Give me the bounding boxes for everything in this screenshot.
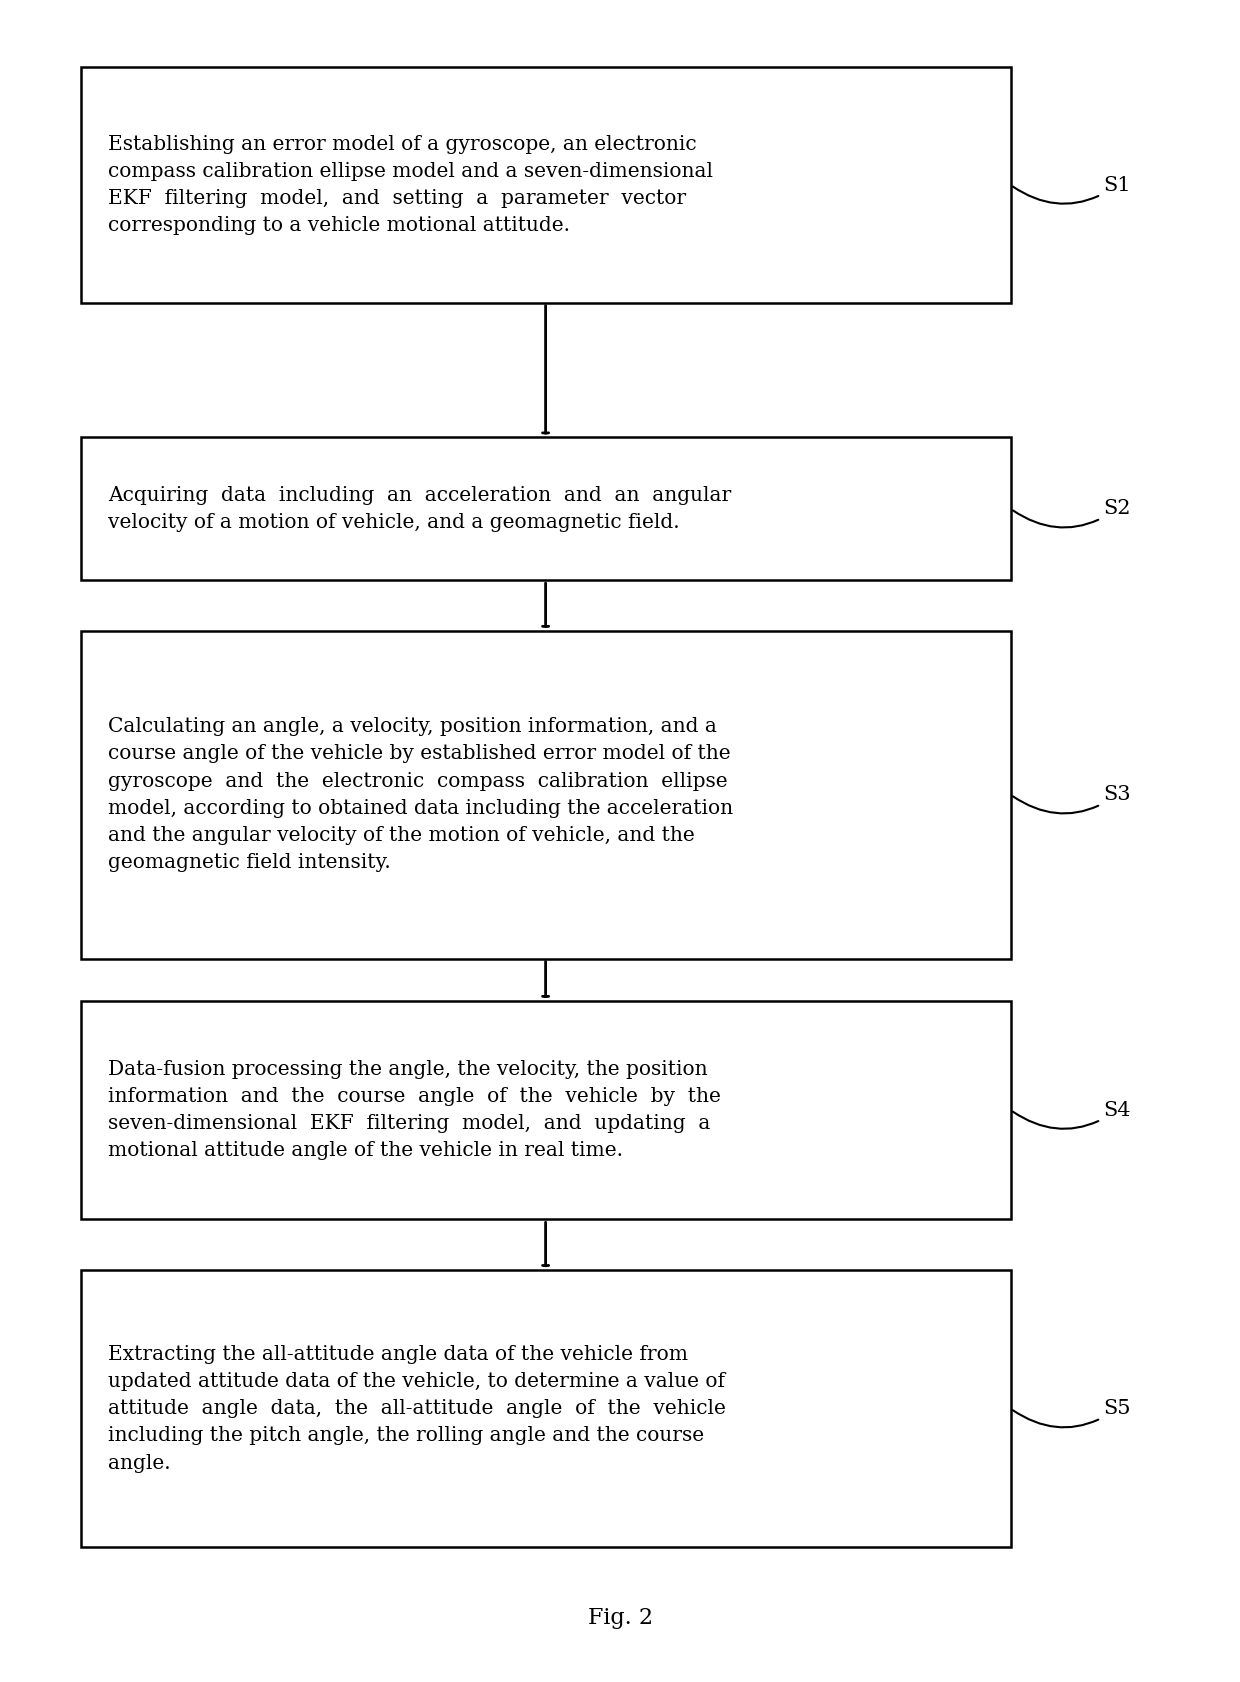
Text: S4: S4 bbox=[1013, 1100, 1131, 1129]
Text: Calculating an angle, a velocity, position information, and a
course angle of th: Calculating an angle, a velocity, positi… bbox=[108, 717, 733, 873]
Text: S1: S1 bbox=[1013, 175, 1131, 204]
Text: S2: S2 bbox=[1013, 500, 1131, 528]
Text: Acquiring  data  including  an  acceleration  and  an  angular
velocity of a mot: Acquiring data including an acceleration… bbox=[108, 486, 732, 532]
FancyBboxPatch shape bbox=[81, 1270, 1011, 1547]
Text: Data-fusion processing the angle, the velocity, the position
information  and  t: Data-fusion processing the angle, the ve… bbox=[108, 1060, 720, 1161]
Text: Extracting the all-attitude angle data of the vehicle from
updated attitude data: Extracting the all-attitude angle data o… bbox=[108, 1344, 725, 1473]
FancyBboxPatch shape bbox=[81, 631, 1011, 959]
FancyBboxPatch shape bbox=[81, 437, 1011, 580]
FancyBboxPatch shape bbox=[81, 1001, 1011, 1219]
Text: Fig. 2: Fig. 2 bbox=[588, 1606, 652, 1630]
Text: S3: S3 bbox=[1013, 785, 1131, 814]
FancyBboxPatch shape bbox=[81, 67, 1011, 303]
Text: S5: S5 bbox=[1013, 1399, 1131, 1428]
Text: Establishing an error model of a gyroscope, an electronic
compass calibration el: Establishing an error model of a gyrosco… bbox=[108, 135, 713, 235]
